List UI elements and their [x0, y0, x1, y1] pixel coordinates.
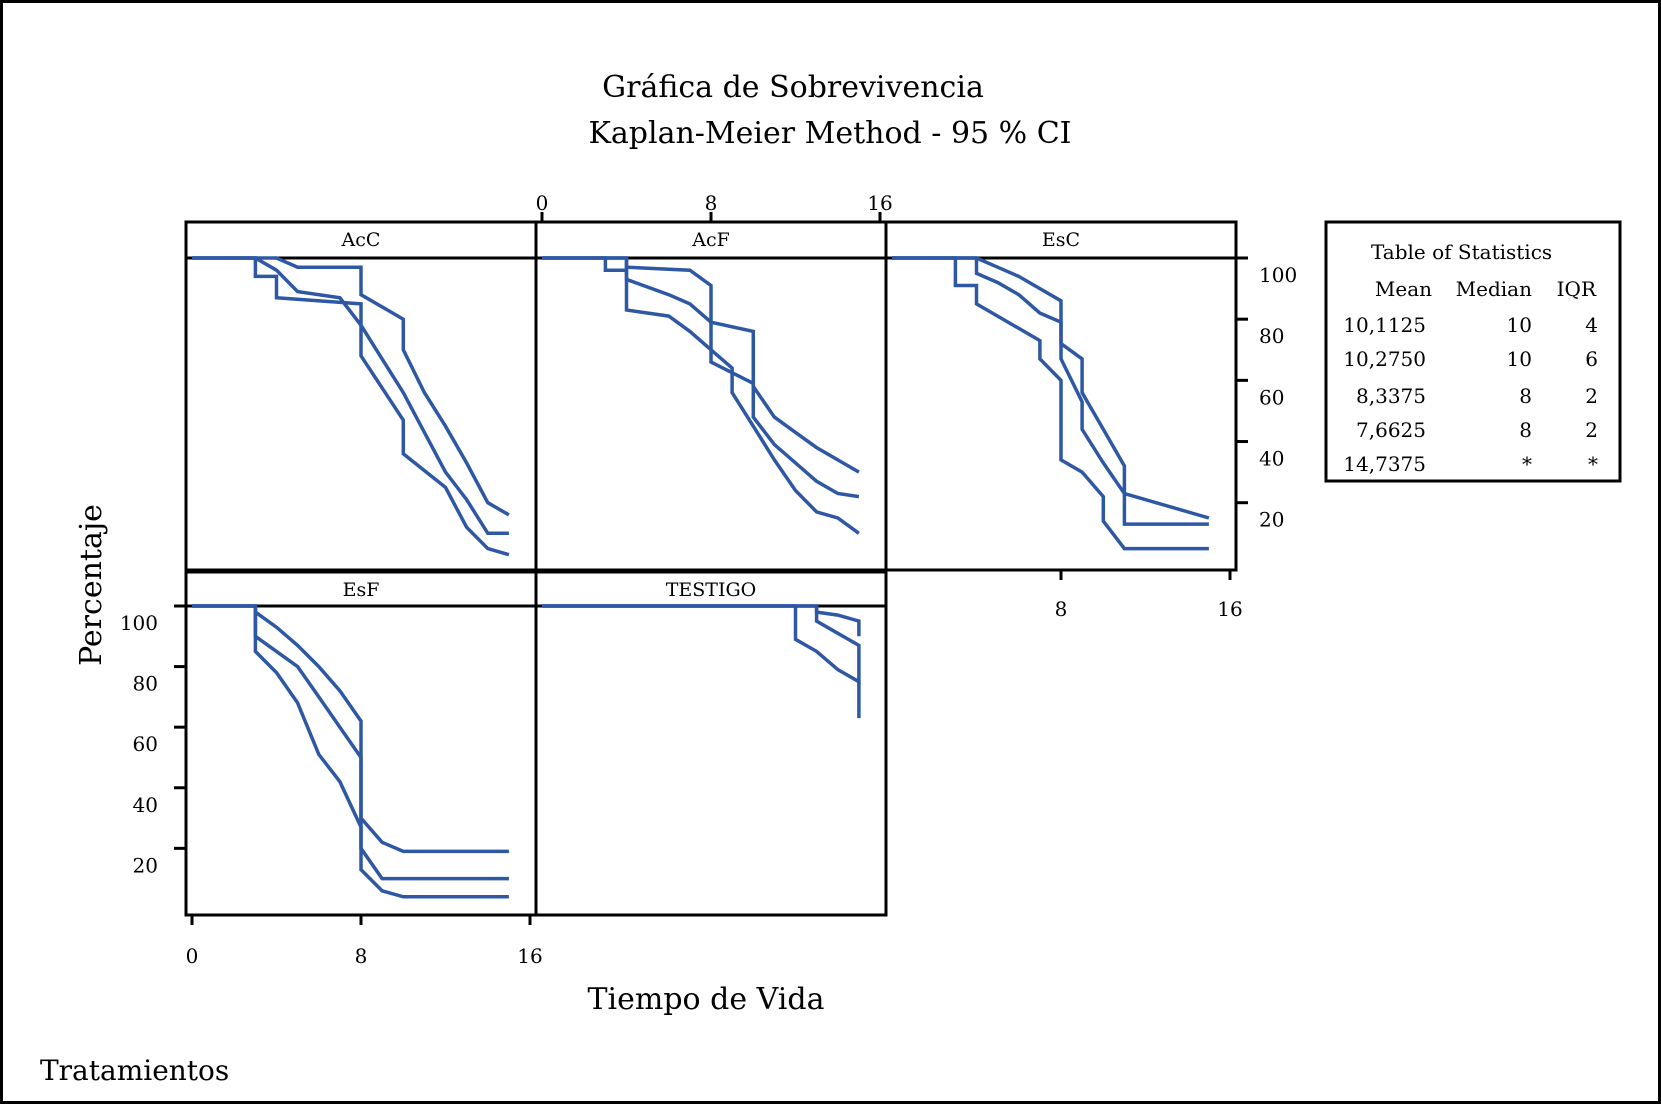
y-axis-label: Percentaje — [74, 504, 109, 666]
statistics-table: Table of Statistics Mean Median IQR 10,1… — [1324, 220, 1622, 483]
statistics-cell: 2 — [1585, 384, 1598, 408]
statistics-cell: * — [1522, 452, 1532, 476]
series-line-survival — [192, 256, 509, 536]
statistics-cell: * — [1588, 452, 1598, 476]
panel-label: AcF — [691, 229, 730, 251]
series-line-lower — [192, 256, 510, 557]
statistics-cell: 14,7375 — [1343, 452, 1426, 476]
chart-subtitle: Kaplan-Meier Method - 95 % CI — [588, 116, 1071, 151]
series-line-survival — [892, 256, 1209, 526]
y-tick-label: 60 — [133, 732, 158, 756]
y-tick-label: 40 — [1259, 447, 1284, 471]
series-line-survival — [542, 256, 860, 499]
x-tick-label: 0 — [536, 191, 549, 215]
panel-label: TESTIGO — [666, 579, 757, 601]
x-tick-label: 16 — [867, 191, 892, 215]
y-tick-label: 20 — [1259, 508, 1284, 532]
panel-border — [534, 570, 888, 917]
series-line-upper — [542, 256, 860, 474]
y-tick-label: 100 — [120, 611, 158, 635]
statistics-cell: 4 — [1585, 313, 1598, 337]
x-tick-label: 0 — [186, 944, 199, 968]
panel-label: EsF — [343, 579, 380, 601]
statistics-cell: 10,1125 — [1343, 313, 1426, 337]
series-line-upper — [192, 604, 509, 854]
y-tick-label: 100 — [1259, 263, 1297, 287]
x-tick-label: 16 — [1217, 597, 1242, 621]
y-tick-label: 60 — [1259, 385, 1284, 409]
series-line-lower — [542, 604, 861, 719]
statistics-cell: 6 — [1585, 347, 1598, 371]
y-tick-label: 80 — [1259, 324, 1284, 348]
series-line-lower — [542, 256, 860, 535]
x-tick-label: 8 — [355, 944, 368, 968]
x-tick-label: 16 — [517, 944, 542, 968]
y-tick-label: 80 — [133, 672, 158, 696]
statistics-col-mean: Mean — [1375, 277, 1432, 301]
statistics-cell: 8,3375 — [1356, 384, 1426, 408]
statistics-rows: 10,1125 10 4 10,2750 10 6 8,3375 8 2 7,6625 8 2 14,7… — [1343, 313, 1598, 476]
series-line-survival — [192, 604, 509, 881]
statistics-table-title: Table of Statistics — [1371, 240, 1552, 264]
statistics-cell: 10 — [1507, 313, 1532, 337]
statistics-table-border — [1324, 220, 1622, 483]
series-line-lower — [192, 604, 509, 899]
x-tick-label: 8 — [705, 191, 718, 215]
y-tick-label: 40 — [133, 793, 158, 817]
series-line-upper — [892, 256, 1210, 520]
statistics-cell: 2 — [1585, 418, 1598, 442]
series-line-lower — [892, 256, 1209, 551]
grouping-label: Tratamientos — [40, 1054, 229, 1087]
statistics-cell: 7,6625 — [1356, 418, 1426, 442]
series-line-survival — [542, 604, 861, 685]
series-line-upper — [542, 604, 861, 637]
panels-layer: AcC AcF EsC EsF TESTIGO 0 8 16 0 8 16 8 16 20 40 60 80 10… — [120, 191, 1297, 968]
series-line-upper — [192, 256, 510, 517]
panel-label: AcC — [341, 229, 381, 251]
x-tick-label: 8 — [1055, 597, 1068, 621]
y-tick-label: 20 — [133, 853, 158, 877]
statistics-col-iqr: IQR — [1557, 277, 1597, 301]
statistics-cell: 10 — [1507, 347, 1532, 371]
statistics-cell: 8 — [1519, 418, 1532, 442]
statistics-col-median: Median — [1456, 277, 1532, 301]
statistics-cell: 10,2750 — [1343, 347, 1426, 371]
chart-title: Gráfica de Sobrevivencia — [602, 70, 984, 105]
panel-label: EsC — [1042, 229, 1080, 251]
x-axis-label: Tiempo de Vida — [588, 982, 825, 1017]
statistics-cell: 8 — [1519, 384, 1532, 408]
